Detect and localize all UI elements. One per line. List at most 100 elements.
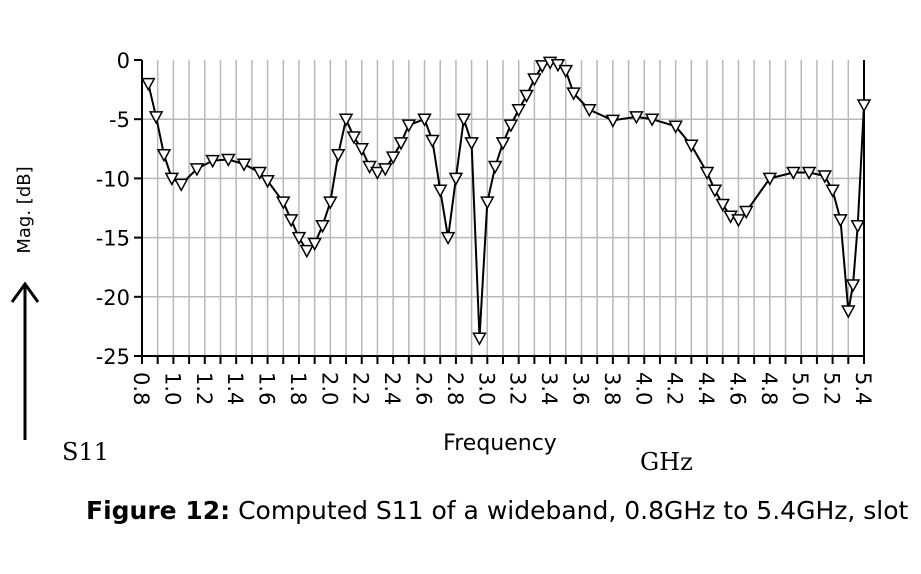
x-tick-label: 2.6 <box>412 372 436 405</box>
data-point-marker <box>148 111 164 125</box>
data-point-marker <box>684 139 699 153</box>
data-point-marker <box>845 279 861 293</box>
caption-text: Computed S11 of a wideband, 0.8GHz to 5.… <box>230 496 909 525</box>
y-tick-label: -15 <box>96 227 130 251</box>
data-point-marker <box>252 166 267 181</box>
x-tick-label: 3.2 <box>506 372 530 405</box>
x-tick-label: 2.0 <box>317 372 341 405</box>
data-point-marker <box>825 184 840 198</box>
x-tick-label: 4.4 <box>694 372 718 405</box>
data-point-marker <box>354 143 370 157</box>
data-point-marker <box>841 305 856 319</box>
x-tick-label: 1.6 <box>255 372 279 405</box>
x-tick-label: 4.8 <box>757 372 781 405</box>
x-tick-label: 4.0 <box>631 372 655 405</box>
data-point-marker <box>456 113 472 127</box>
y-tick-label: 0 <box>117 49 130 73</box>
data-point-marker <box>385 151 401 165</box>
series-label: S11 <box>62 438 109 466</box>
y-tick-label: -5 <box>109 108 130 132</box>
y-tick-label: -25 <box>96 345 130 369</box>
data-point-marker <box>519 89 534 104</box>
data-point-marker <box>582 103 597 118</box>
data-point-marker <box>801 166 817 181</box>
data-point-marker <box>739 205 754 220</box>
data-point-marker <box>715 198 731 213</box>
data-point-marker <box>173 178 189 192</box>
data-point-marker <box>629 111 644 125</box>
data-point-marker <box>786 166 801 181</box>
x-unit-label: GHz <box>640 448 693 476</box>
data-point-marker <box>370 166 385 181</box>
x-tick-label: 2.8 <box>443 372 467 405</box>
data-point-marker <box>440 231 456 246</box>
x-tick-label: 5.4 <box>851 372 875 405</box>
y-axis-label: Mag. [dB] <box>14 166 35 253</box>
x-tick-label: 3.4 <box>537 372 561 405</box>
data-point-marker <box>307 237 322 252</box>
x-tick-label: 4.6 <box>725 372 749 405</box>
s11-series-markers <box>141 56 872 346</box>
data-point-marker <box>156 148 172 163</box>
x-tick-label: 2.2 <box>349 372 373 405</box>
x-tick-label: 3.0 <box>474 372 498 405</box>
data-point-marker <box>817 170 833 184</box>
data-point-marker <box>566 87 581 101</box>
x-axis-label: Frequency <box>443 431 557 456</box>
data-point-marker <box>731 214 746 228</box>
data-point-marker <box>707 184 723 198</box>
data-point-marker <box>378 163 393 177</box>
x-tick-label: 3.8 <box>600 372 624 405</box>
x-tick-label: 5.0 <box>788 372 812 405</box>
data-point-marker <box>432 184 448 198</box>
data-point-marker <box>330 148 346 163</box>
data-point-marker <box>856 99 872 113</box>
x-tick-label: 1.8 <box>286 372 310 405</box>
data-point-marker <box>205 154 220 169</box>
data-point-marker <box>315 220 330 234</box>
data-point-marker <box>141 77 156 92</box>
data-point-marker <box>534 60 550 74</box>
data-point-marker <box>299 244 315 259</box>
x-tick-label: 1.0 <box>160 372 184 405</box>
data-point-marker <box>527 73 542 87</box>
y-tick-label: -20 <box>96 286 130 310</box>
data-point-marker <box>699 166 715 181</box>
x-tick-label: 2.4 <box>380 372 404 405</box>
data-point-marker <box>275 196 291 210</box>
data-point-marker <box>558 64 574 79</box>
data-point-marker <box>644 113 660 127</box>
data-point-marker <box>448 172 464 186</box>
x-tick-label: 4.2 <box>663 372 687 405</box>
x-tick-label: 0.8 <box>129 372 153 405</box>
x-tick-label: 3.6 <box>568 372 592 405</box>
data-point-marker <box>401 119 417 133</box>
data-point-marker <box>480 196 495 210</box>
data-point-marker <box>283 214 299 228</box>
data-point-marker <box>417 113 432 127</box>
y-axis-ticks: 0 -5 -10 -15 -20 -25 <box>96 49 142 369</box>
data-point-marker <box>189 163 205 177</box>
up-arrow-icon <box>10 281 40 440</box>
figure-caption: Figure 12: Computed S11 of a wideband, 0… <box>86 496 916 525</box>
data-point-marker <box>850 220 865 234</box>
data-point-marker <box>346 131 362 145</box>
data-point-marker <box>503 119 519 133</box>
data-point-marker <box>260 175 275 189</box>
x-tick-label: 1.4 <box>223 372 247 405</box>
data-point-marker <box>323 196 338 210</box>
grid-lines <box>142 60 864 356</box>
data-point-marker <box>833 214 848 228</box>
x-tick-label: 1.2 <box>192 372 216 405</box>
figure-number: Figure 12: <box>86 496 231 525</box>
data-point-marker <box>393 137 409 151</box>
data-point-marker <box>236 158 252 172</box>
x-tick-label: 5.2 <box>820 372 844 405</box>
data-point-marker <box>472 332 487 346</box>
data-point-marker <box>487 160 503 175</box>
x-axis-ticks: 0.8 1.0 1.2 1.4 1.6 1.8 2.0 2.2 2.4 2.6 2.8 3.0 3.2 3… <box>129 356 875 405</box>
y-tick-label: -10 <box>96 167 130 191</box>
data-point-marker <box>464 137 479 151</box>
data-point-marker <box>291 231 307 246</box>
